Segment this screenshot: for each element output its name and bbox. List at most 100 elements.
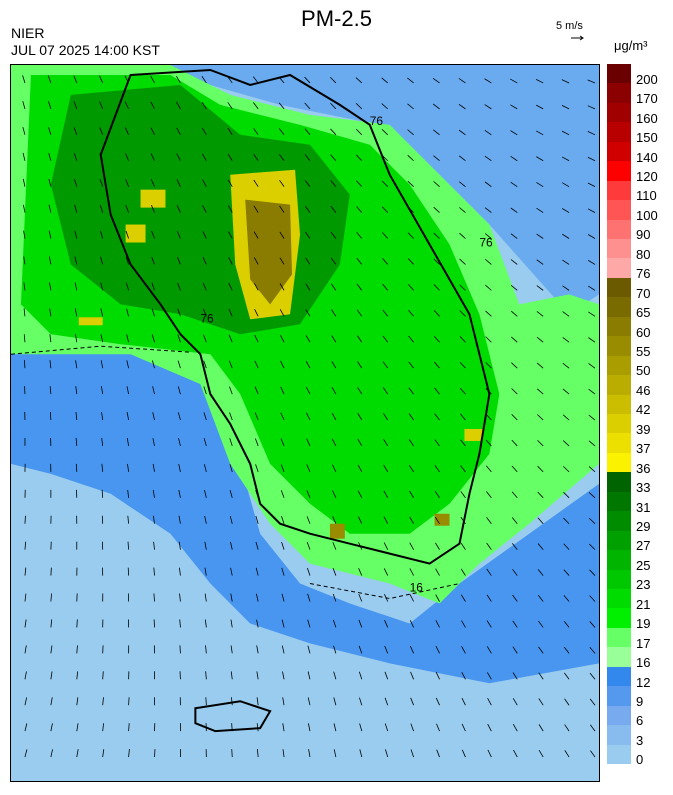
wind-arrow: [331, 361, 337, 369]
wind-arrow: [228, 308, 233, 317]
hotspot: [434, 513, 450, 526]
legend-label: 50: [636, 363, 651, 379]
wind-arrow: [563, 491, 570, 499]
wind-arrow: [177, 282, 181, 291]
wind-arrow: [48, 230, 52, 239]
wind-arrow: [563, 543, 570, 550]
legend-label: 33: [636, 480, 651, 496]
wind-arrow: [24, 619, 27, 628]
wind-arrow: [278, 102, 285, 110]
wind-arrow: [511, 439, 518, 447]
wind-arrow: [280, 438, 285, 447]
wind-arrow: [536, 182, 544, 187]
wind-arrow: [153, 541, 155, 550]
wind-arrow: [253, 102, 259, 110]
wind-arrow: [461, 723, 466, 732]
wind-arrow: [47, 75, 52, 84]
wind-arrow: [256, 619, 259, 628]
wind-arrow: [280, 490, 285, 498]
wind-arrow: [562, 259, 570, 265]
wind-arrow: [202, 231, 207, 239]
legend-swatch: [607, 647, 631, 668]
wind-arrow: [434, 516, 440, 524]
wind-arrow: [563, 672, 570, 680]
wind-arrow: [589, 647, 596, 654]
wind-arrow: [254, 386, 259, 395]
wind-vector-field: [22, 75, 596, 758]
wind-arrow: [100, 256, 104, 265]
wind-arrow: [433, 155, 440, 162]
wind-arrow: [177, 386, 181, 395]
wind-arrow: [407, 103, 414, 110]
wind-arrow: [484, 129, 492, 136]
wind-arrow: [564, 724, 570, 732]
wind-arrow: [204, 619, 207, 628]
wind-arrow: [332, 567, 337, 576]
wind-arrow: [384, 697, 389, 706]
wind-arrow: [151, 282, 155, 291]
wind-arrow: [306, 516, 311, 524]
wind-arrow: [485, 439, 492, 447]
wind-arrow: [230, 619, 233, 628]
wind-arrow: [409, 594, 414, 602]
wind-arrow: [76, 619, 78, 628]
jeju-island: [194, 700, 272, 733]
wind-arrow: [484, 207, 492, 213]
wind-arrow: [381, 180, 389, 187]
wind-arrow: [588, 517, 596, 525]
wind-arrow: [75, 437, 78, 446]
wind-arrow: [204, 489, 207, 498]
wind-arrow: [435, 671, 440, 680]
wind-arrow: [486, 620, 492, 628]
wind-arrow: [22, 75, 26, 84]
wind-arrow: [179, 593, 181, 602]
wind-arrow: [99, 153, 104, 161]
wind-arrow: [152, 386, 155, 395]
wind-arrow: [563, 620, 570, 628]
legend-label: 120: [636, 168, 658, 184]
wind-arrow: [410, 697, 414, 706]
wind-arrow: [407, 155, 414, 162]
wind-arrow: [358, 619, 363, 628]
wind-arrow: [382, 283, 389, 291]
wind-arrow: [305, 231, 311, 239]
wind-arrow: [459, 387, 466, 395]
wind-arrow: [511, 517, 518, 524]
wind-arrow: [177, 412, 181, 421]
wind-arrow: [23, 334, 26, 343]
wind-arrow: [435, 594, 440, 602]
wind-arrow: [589, 672, 596, 680]
wind-arrow: [356, 257, 363, 265]
wind-arrow: [538, 620, 544, 628]
wind-arrow: [485, 413, 492, 421]
wind-arrow: [588, 414, 596, 421]
legend-swatch: [607, 200, 631, 221]
wind-arrow: [563, 569, 570, 576]
wind-arrow: [434, 490, 440, 499]
wind-arrow: [48, 204, 52, 213]
wind-arrow: [333, 697, 337, 706]
wind-arrow: [330, 76, 337, 84]
wind-arrow: [330, 283, 337, 291]
wind-arrow: [563, 595, 570, 602]
wind-arrow: [587, 156, 596, 162]
wind-arrow: [408, 284, 414, 291]
wind-arrow: [227, 153, 233, 161]
wind-arrow: [383, 413, 389, 421]
wind-arrow: [408, 387, 414, 395]
legend-swatch: [607, 725, 631, 746]
wind-arrow: [281, 516, 285, 524]
wind-arrow: [304, 128, 311, 136]
wind-arrow: [281, 541, 285, 550]
contour-label: 76: [370, 114, 384, 128]
wind-arrow: [487, 749, 492, 758]
legend-swatch: [607, 511, 631, 532]
legend-swatch: [607, 608, 631, 629]
wind-arrow: [177, 334, 181, 343]
wind-arrow: [359, 723, 363, 732]
wind-arrow: [100, 386, 104, 395]
wind-arrow: [280, 386, 285, 395]
wind-arrow: [330, 231, 337, 239]
wind-arrow: [253, 128, 259, 136]
legend-swatch: [607, 64, 631, 84]
